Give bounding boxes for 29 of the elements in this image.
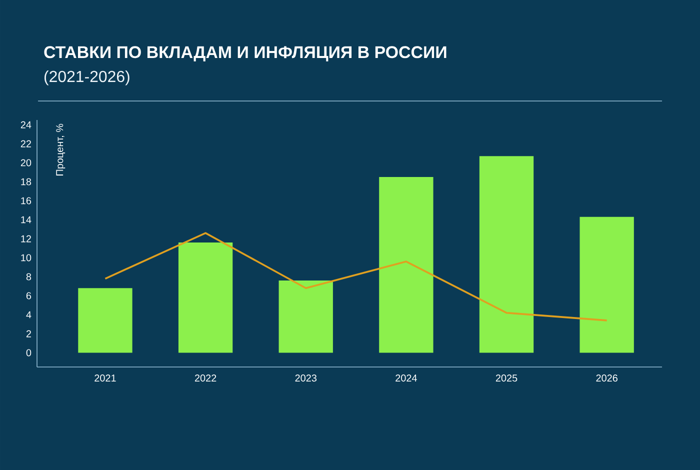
chart-subtitle: (2021-2026)	[44, 70, 130, 86]
y-tick-label: 6	[26, 292, 32, 300]
y-tick-label: 12	[21, 235, 31, 242]
bar	[580, 216, 634, 353]
y-axis-title: Процент, %	[56, 124, 66, 176]
bar	[178, 242, 233, 353]
y-tick-label: 16	[21, 197, 32, 204]
y-tick-label: 20	[20, 159, 32, 166]
y-tick-label: 18	[21, 178, 32, 186]
y-tick-label: 8	[26, 273, 32, 280]
y-tick-label: 4	[26, 311, 32, 318]
x-tick-label: 2023	[295, 374, 317, 382]
x-tick-label: 2024	[396, 374, 417, 382]
y-tick-label: 22	[20, 140, 31, 148]
chart-title: СТАВКИ ПО ВКЛАДАМ И ИНФЛЯЦИЯ В РОССИИ	[44, 46, 446, 62]
bar	[278, 280, 333, 353]
x-tick-label: 2021	[94, 374, 116, 382]
line-series	[104, 232, 608, 322]
x-tick-label: 2025	[496, 374, 518, 382]
y-tick-label: 2	[26, 330, 31, 338]
bar	[78, 288, 132, 353]
y-tick-label: 10	[21, 254, 32, 262]
y-tick-label: 14	[21, 216, 32, 224]
x-tick-label: 2026	[596, 374, 618, 382]
y-tick-label: 0	[26, 349, 32, 356]
y-tick-label: 24	[20, 121, 32, 128]
bar	[379, 177, 434, 353]
bar	[479, 156, 534, 353]
x-tick-label: 2022	[194, 374, 216, 382]
